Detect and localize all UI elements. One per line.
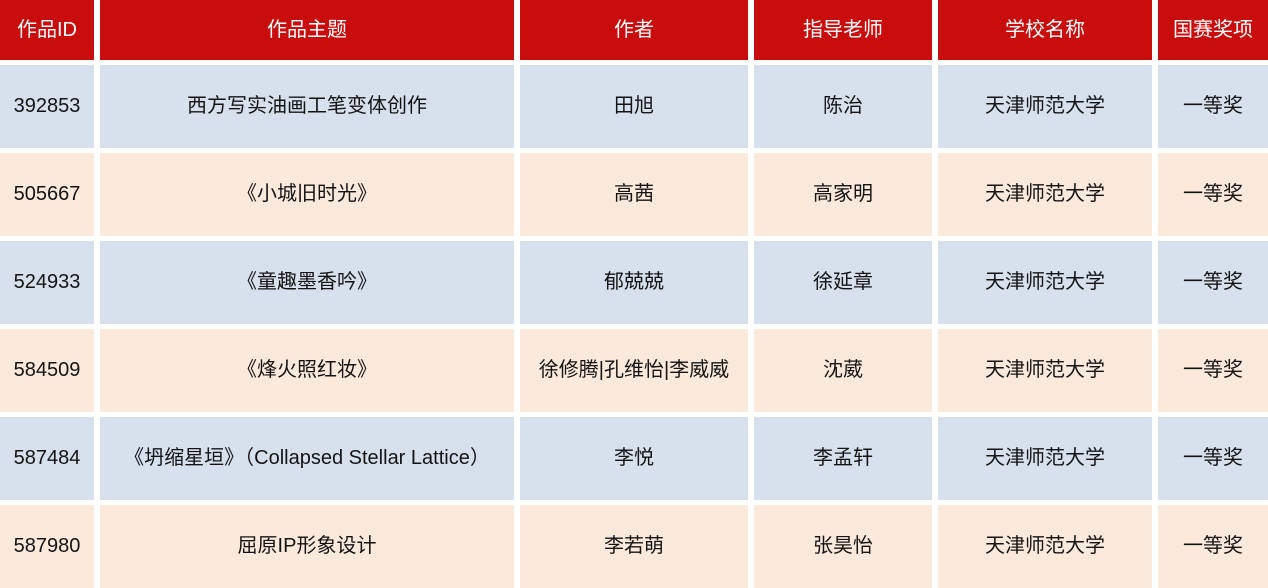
table-cell-advisor: 李孟轩: [754, 417, 932, 500]
table-cell-author: 李若萌: [520, 505, 748, 588]
table-cell-author: 高茜: [520, 153, 748, 236]
table-cell-work-id: 587980: [0, 505, 94, 588]
table-cell-award: 一等奖: [1158, 329, 1268, 412]
column-header-work-theme: 作品主题: [100, 0, 514, 60]
table-cell-work-id: 587484: [0, 417, 94, 500]
table-cell-school-name: 天津师范大学: [938, 241, 1152, 324]
table-cell-school-name: 天津师范大学: [938, 329, 1152, 412]
column-header-work-id: 作品ID: [0, 0, 94, 60]
table-cell-work-id: 584509: [0, 329, 94, 412]
table-cell-school-name: 天津师范大学: [938, 65, 1152, 148]
table-cell-author: 郁兢兢: [520, 241, 748, 324]
table-cell-advisor: 徐延章: [754, 241, 932, 324]
table-cell-award: 一等奖: [1158, 417, 1268, 500]
table-cell-work-id: 505667: [0, 153, 94, 236]
column-header-national-award: 国赛奖项: [1158, 0, 1268, 60]
table-cell-work-theme: 《小城旧时光》: [100, 153, 514, 236]
table-cell-school-name: 天津师范大学: [938, 417, 1152, 500]
table-cell-award: 一等奖: [1158, 65, 1268, 148]
table-cell-advisor: 高家明: [754, 153, 932, 236]
table-cell-work-id: 524933: [0, 241, 94, 324]
table-cell-advisor: 陈治: [754, 65, 932, 148]
table-cell-school-name: 天津师范大学: [938, 505, 1152, 588]
column-header-author: 作者: [520, 0, 748, 60]
table-cell-work-theme: 屈原IP形象设计: [100, 505, 514, 588]
table-cell-author: 田旭: [520, 65, 748, 148]
table-cell-work-theme: 《童趣墨香吟》: [100, 241, 514, 324]
table-cell-author: 李悦: [520, 417, 748, 500]
table-cell-award: 一等奖: [1158, 505, 1268, 588]
table-cell-school-name: 天津师范大学: [938, 153, 1152, 236]
table-cell-work-theme: 《坍缩星垣》（Collapsed Stellar Lattice）: [100, 417, 514, 500]
table-cell-advisor: 张昊怡: [754, 505, 932, 588]
table-cell-advisor: 沈葳: [754, 329, 932, 412]
table-cell-work-theme: 《烽火照红妆》: [100, 329, 514, 412]
table-cell-work-id: 392853: [0, 65, 94, 148]
table-cell-author: 徐修腾|孔维怡|李威威: [520, 329, 748, 412]
table-cell-award: 一等奖: [1158, 241, 1268, 324]
column-header-school-name: 学校名称: [938, 0, 1152, 60]
table-cell-award: 一等奖: [1158, 153, 1268, 236]
table-cell-work-theme: 西方写实油画工笔变体创作: [100, 65, 514, 148]
column-header-advisor: 指导老师: [754, 0, 932, 60]
